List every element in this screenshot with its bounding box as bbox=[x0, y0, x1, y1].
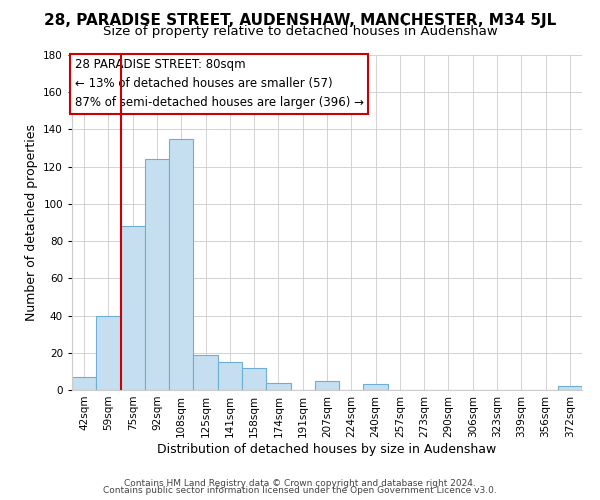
Bar bbox=[121, 226, 145, 390]
Bar bbox=[266, 382, 290, 390]
X-axis label: Distribution of detached houses by size in Audenshaw: Distribution of detached houses by size … bbox=[157, 442, 497, 456]
Bar bbox=[145, 159, 169, 390]
Y-axis label: Number of detached properties: Number of detached properties bbox=[25, 124, 38, 321]
Text: 28 PARADISE STREET: 80sqm
← 13% of detached houses are smaller (57)
87% of semi-: 28 PARADISE STREET: 80sqm ← 13% of detac… bbox=[74, 58, 364, 110]
Bar bbox=[218, 362, 242, 390]
Bar bbox=[193, 354, 218, 390]
Bar bbox=[169, 138, 193, 390]
Bar bbox=[72, 377, 96, 390]
Text: Contains HM Land Registry data © Crown copyright and database right 2024.: Contains HM Land Registry data © Crown c… bbox=[124, 478, 476, 488]
Text: Size of property relative to detached houses in Audenshaw: Size of property relative to detached ho… bbox=[103, 25, 497, 38]
Bar bbox=[364, 384, 388, 390]
Bar bbox=[96, 316, 121, 390]
Text: Contains public sector information licensed under the Open Government Licence v3: Contains public sector information licen… bbox=[103, 486, 497, 495]
Text: 28, PARADISE STREET, AUDENSHAW, MANCHESTER, M34 5JL: 28, PARADISE STREET, AUDENSHAW, MANCHEST… bbox=[44, 12, 556, 28]
Bar bbox=[315, 380, 339, 390]
Bar bbox=[242, 368, 266, 390]
Bar bbox=[558, 386, 582, 390]
